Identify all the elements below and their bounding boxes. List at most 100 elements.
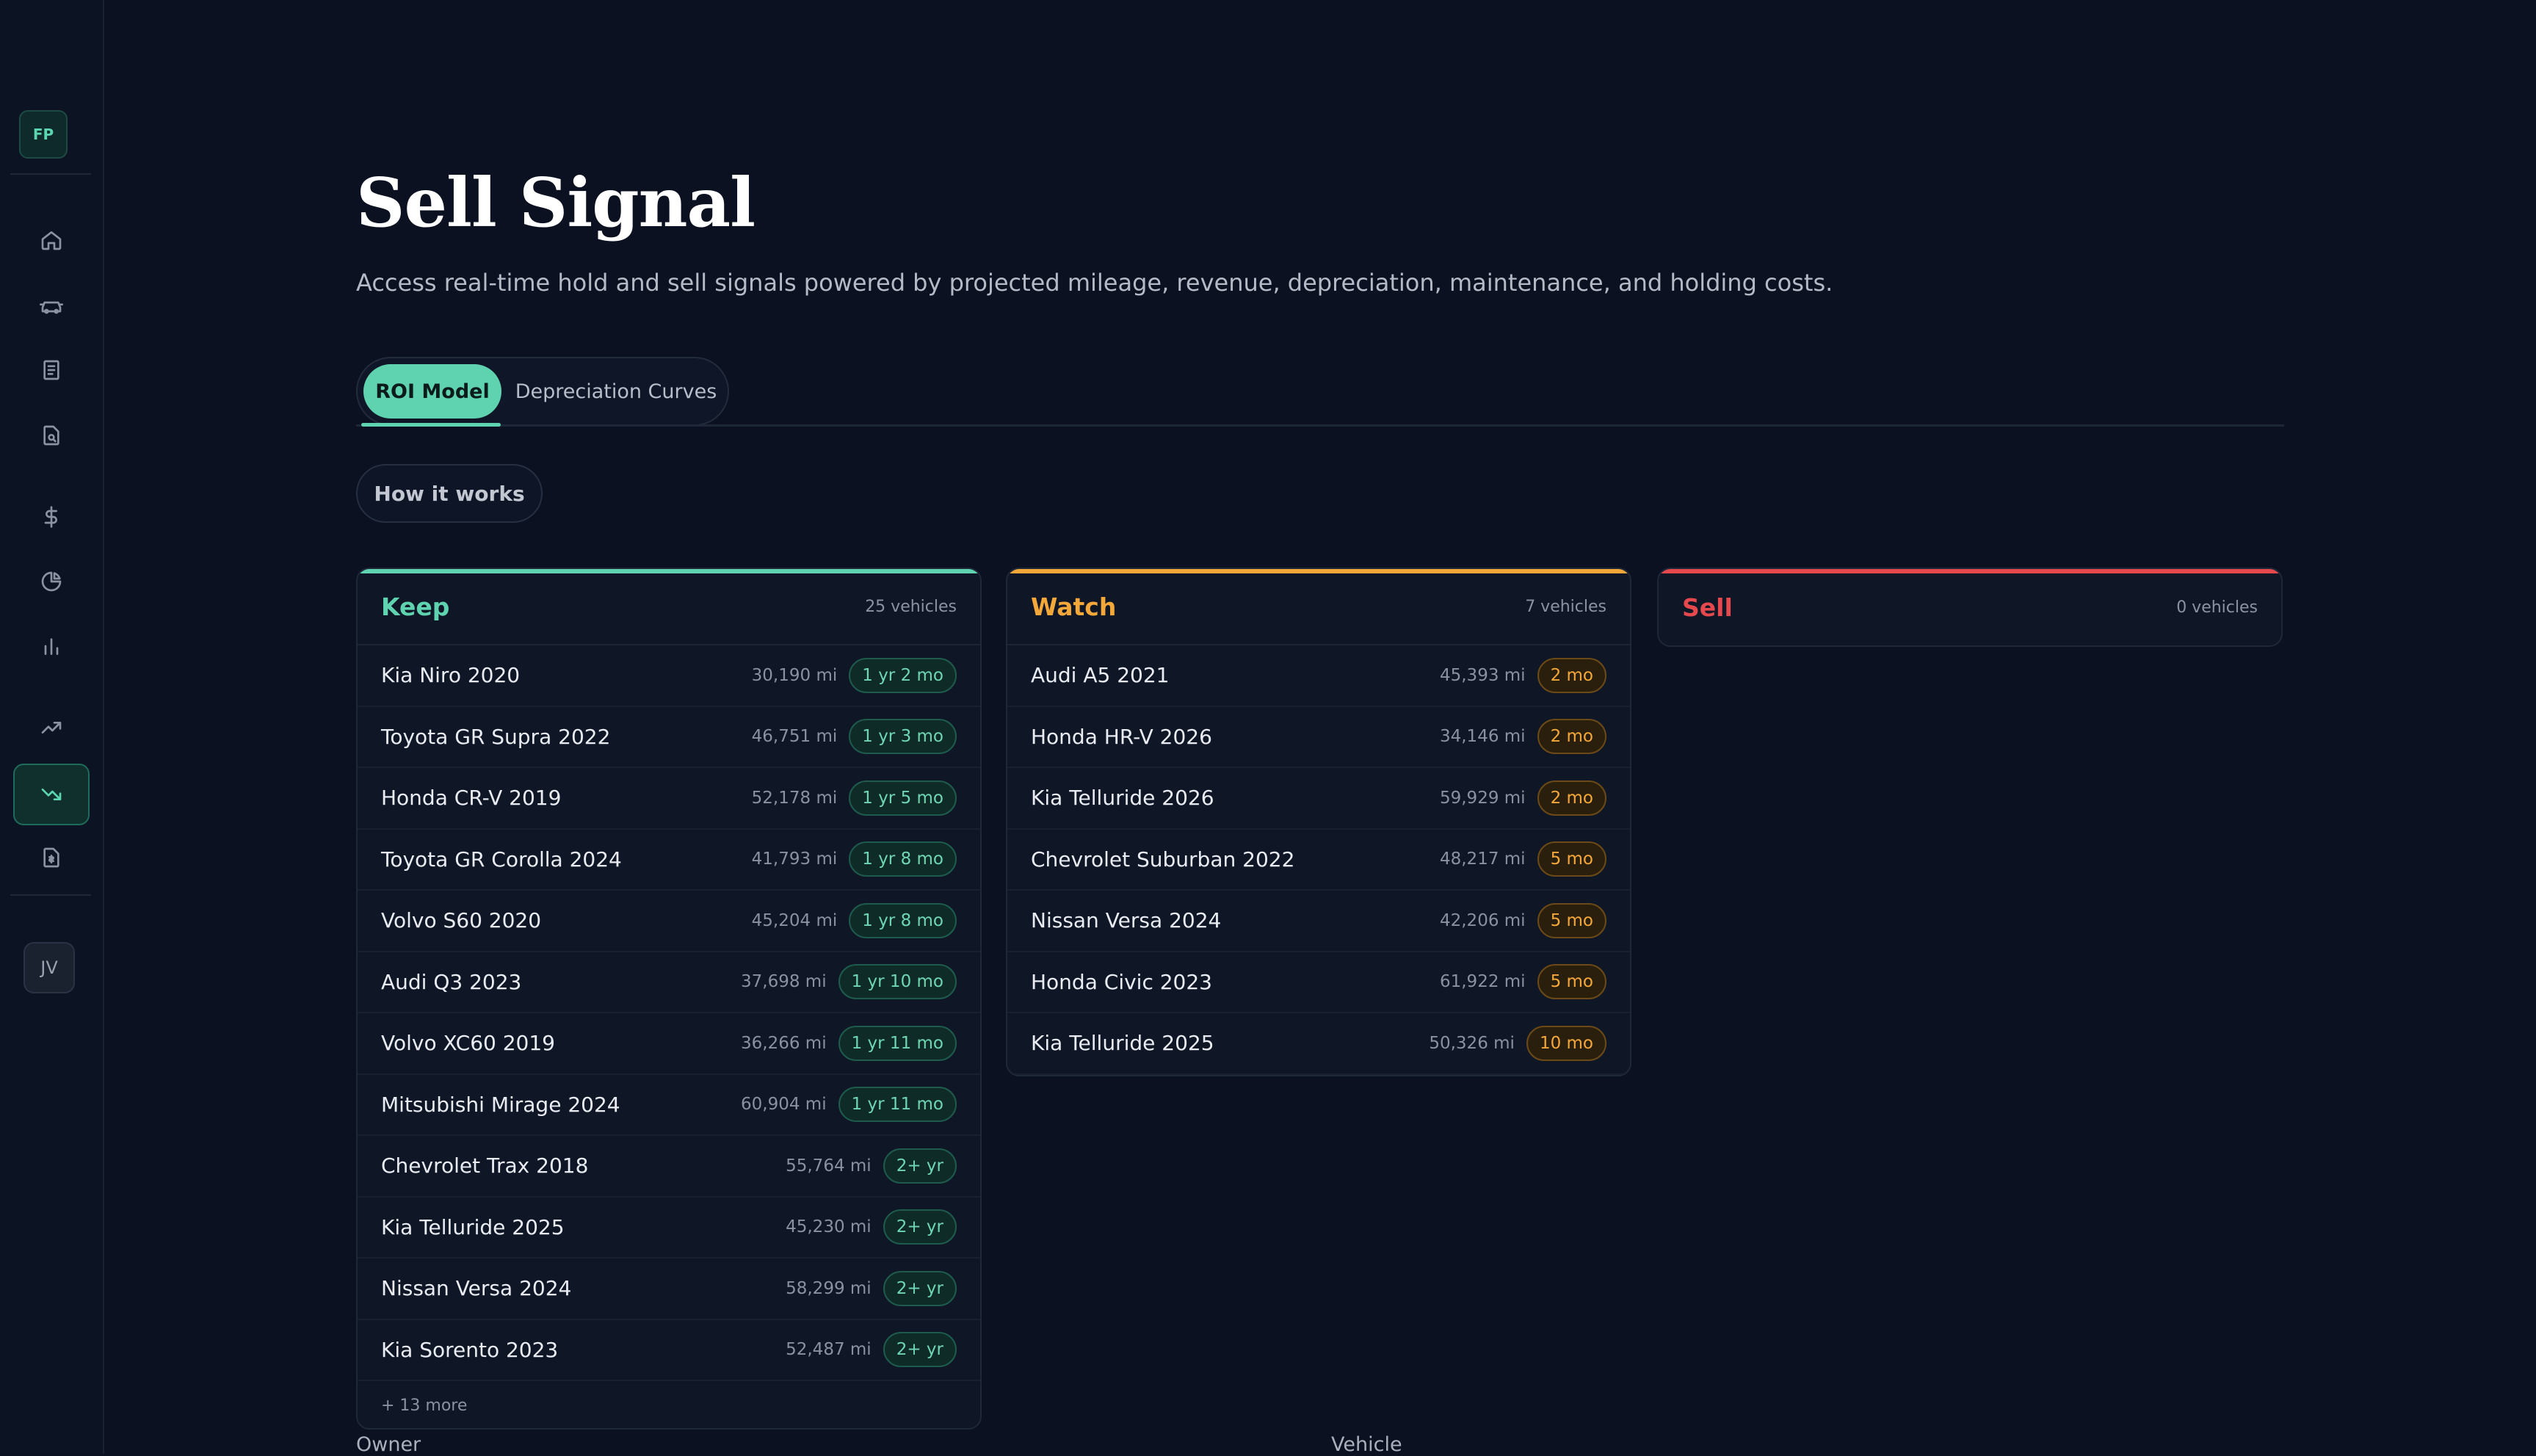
vehicle-name: Kia Niro 2020: [381, 663, 521, 688]
hold-duration-badge: 10 mo: [1526, 1025, 1606, 1061]
vehicle-row[interactable]: Nissan Versa 2024 58,299 mi 2+ yr: [358, 1258, 980, 1320]
keep-accent-bar: [358, 569, 980, 573]
hold-duration-badge: 1 yr 10 mo: [838, 964, 957, 1000]
sidebar-item-invoices[interactable]: [18, 828, 85, 887]
hold-duration-badge: 1 yr 3 mo: [849, 719, 957, 755]
how-it-works-button[interactable]: How it works: [356, 464, 543, 523]
vehicle-row[interactable]: Toyota GR Corolla 2024 41,793 mi 1 yr 8 mo: [358, 830, 980, 891]
sidebar-item-home[interactable]: [18, 211, 85, 269]
vehicle-mileage: 52,178 mi: [751, 788, 838, 808]
vehicle-name: Mitsubishi Mirage 2024: [381, 1092, 620, 1117]
vehicle-mileage: 30,190 mi: [751, 665, 838, 685]
watch-vehicle-list: Audi A5 2021 45,393 mi 2 mo Honda HR-V 2026…: [1007, 645, 1630, 1075]
vehicle-mileage: 59,929 mi: [1439, 788, 1526, 808]
tab-roi-model[interactable]: ROI Model: [363, 364, 501, 419]
pie-chart-icon: [41, 571, 62, 592]
hold-duration-badge: 5 mo: [1537, 841, 1606, 877]
sell-vehicle-count: 0 vehicles: [2176, 598, 2258, 617]
page-subtitle: Access real-time hold and sell signals p…: [356, 269, 1833, 297]
vehicle-name: Honda Civic 2023: [1031, 969, 1212, 994]
sidebar-item-finance[interactable]: [18, 488, 85, 546]
sidebar-item-analytics[interactable]: [18, 617, 85, 676]
vehicle-column-header[interactable]: Vehicle: [1331, 1433, 1402, 1456]
sidebar-item-sell-signal[interactable]: [13, 764, 90, 825]
sidebar-divider: [10, 173, 91, 175]
vehicle-name: Honda HR-V 2026: [1031, 724, 1212, 749]
vehicle-mileage: 36,266 mi: [741, 1033, 827, 1053]
vehicle-mileage: 34,146 mi: [1439, 727, 1526, 747]
vehicle-row[interactable]: Volvo XC60 2019 36,266 mi 1 yr 11 mo: [358, 1013, 980, 1075]
vehicle-row[interactable]: Kia Telluride 2026 59,929 mi 2 mo: [1007, 768, 1630, 830]
vehicle-name: Kia Telluride 2025: [1031, 1031, 1214, 1056]
sell-column-header: Sell 0 vehicles: [1659, 569, 2281, 645]
sell-accent-bar: [1659, 569, 2281, 573]
vehicle-name: Toyota GR Corolla 2024: [381, 847, 622, 872]
vehicle-row[interactable]: Honda Civic 2023 61,922 mi 5 mo: [1007, 952, 1630, 1013]
vehicle-name: Toyota GR Supra 2022: [381, 724, 611, 749]
hold-duration-badge: 2 mo: [1537, 780, 1606, 816]
vehicle-row[interactable]: Audi Q3 2023 37,698 mi 1 yr 10 mo: [358, 952, 980, 1013]
vehicle-mileage: 58,299 mi: [786, 1278, 872, 1298]
vehicle-mileage: 52,487 mi: [786, 1340, 872, 1360]
vehicle-mileage: 50,326 mi: [1429, 1033, 1515, 1053]
vehicle-row[interactable]: Volvo S60 2020 45,204 mi 1 yr 8 mo: [358, 891, 980, 952]
vehicle-mileage: 60,904 mi: [741, 1095, 827, 1115]
vehicle-mileage: 46,751 mi: [751, 727, 838, 747]
vehicle-row[interactable]: Kia Telluride 2025 45,230 mi 2+ yr: [358, 1198, 980, 1258]
watch-column-title: Watch: [1031, 592, 1117, 621]
vehicle-name: Volvo S60 2020: [381, 908, 542, 933]
hold-duration-badge: 1 yr 8 mo: [849, 902, 957, 938]
sidebar-item-documents[interactable]: [18, 341, 85, 399]
trending-down-icon: [41, 789, 62, 800]
keep-more-link[interactable]: + 13 more: [381, 1396, 468, 1415]
vehicle-row[interactable]: Nissan Versa 2024 42,206 mi 5 mo: [1007, 891, 1630, 952]
sidebar-item-allocation[interactable]: [18, 552, 85, 611]
user-avatar[interactable]: JV: [23, 942, 75, 993]
vehicle-row[interactable]: Kia Telluride 2025 50,326 mi 10 mo: [1007, 1013, 1630, 1075]
vehicle-row[interactable]: Toyota GR Supra 2022 46,751 mi 1 yr 3 mo: [358, 707, 980, 768]
vehicle-name: Volvo XC60 2019: [381, 1031, 555, 1056]
vehicle-row[interactable]: Honda CR-V 2019 52,178 mi 1 yr 5 mo: [358, 768, 980, 830]
vehicle-mileage: 42,206 mi: [1439, 910, 1526, 930]
hold-duration-badge: 2+ yr: [883, 1332, 957, 1368]
sidebar-item-reports[interactable]: [18, 406, 85, 465]
vehicle-mileage: 45,204 mi: [751, 910, 838, 930]
vehicle-row[interactable]: Chevrolet Suburban 2022 48,217 mi 5 mo: [1007, 830, 1630, 891]
dollar-icon: [44, 506, 57, 528]
vehicle-mileage: 37,698 mi: [741, 972, 827, 992]
org-badge[interactable]: FP: [19, 110, 68, 159]
tab-depreciation-curves[interactable]: Depreciation Curves: [515, 380, 717, 403]
sidebar-item-growth[interactable]: [18, 698, 85, 757]
hold-duration-badge: 2+ yr: [883, 1148, 957, 1184]
vehicle-row[interactable]: Audi A5 2021 45,393 mi 2 mo: [1007, 645, 1630, 707]
keep-column-title: Keep: [381, 592, 450, 621]
sidebar-item-vehicles[interactable]: [18, 276, 85, 335]
vehicle-name: Kia Telluride 2025: [381, 1214, 565, 1239]
hold-duration-badge: 2 mo: [1537, 719, 1606, 755]
page-title: Sell Signal: [356, 163, 756, 242]
watch-accent-bar: [1007, 569, 1630, 573]
hold-duration-badge: 5 mo: [1537, 964, 1606, 1000]
vehicle-row[interactable]: Mitsubishi Mirage 2024 60,904 mi 1 yr 11 m…: [358, 1075, 980, 1136]
view-tabs: ROI Model Depreciation Curves: [356, 357, 729, 426]
vehicle-row[interactable]: Kia Sorento 2023 52,487 mi 2+ yr: [358, 1320, 980, 1381]
vehicle-name: Audi Q3 2023: [381, 969, 522, 994]
bar-chart-icon: [44, 638, 59, 655]
vehicle-mileage: 45,393 mi: [1439, 665, 1526, 685]
vehicle-row[interactable]: Chevrolet Trax 2018 55,764 mi 2+ yr: [358, 1136, 980, 1198]
hold-duration-badge: 2 mo: [1537, 657, 1606, 693]
vehicle-name: Audi A5 2021: [1031, 663, 1170, 688]
vehicle-row[interactable]: Honda HR-V 2026 34,146 mi 2 mo: [1007, 707, 1630, 768]
hold-duration-badge: 5 mo: [1537, 902, 1606, 938]
trending-up-icon: [41, 722, 62, 734]
car-icon: [40, 301, 63, 314]
owner-column-header[interactable]: Owner: [356, 1433, 421, 1456]
watch-column: Watch 7 vehicles Audi A5 2021 45,393 mi 2 …: [1006, 568, 1631, 1076]
home-icon: [41, 231, 62, 250]
keep-column-header: Keep 25 vehicles: [358, 569, 980, 645]
vehicle-name: Kia Sorento 2023: [381, 1337, 559, 1362]
vehicle-mileage: 48,217 mi: [1439, 850, 1526, 869]
vehicle-mileage: 41,793 mi: [751, 850, 838, 869]
vehicle-row[interactable]: Kia Niro 2020 30,190 mi 1 yr 2 mo: [358, 645, 980, 707]
vehicle-name: Chevrolet Suburban 2022: [1031, 847, 1295, 872]
